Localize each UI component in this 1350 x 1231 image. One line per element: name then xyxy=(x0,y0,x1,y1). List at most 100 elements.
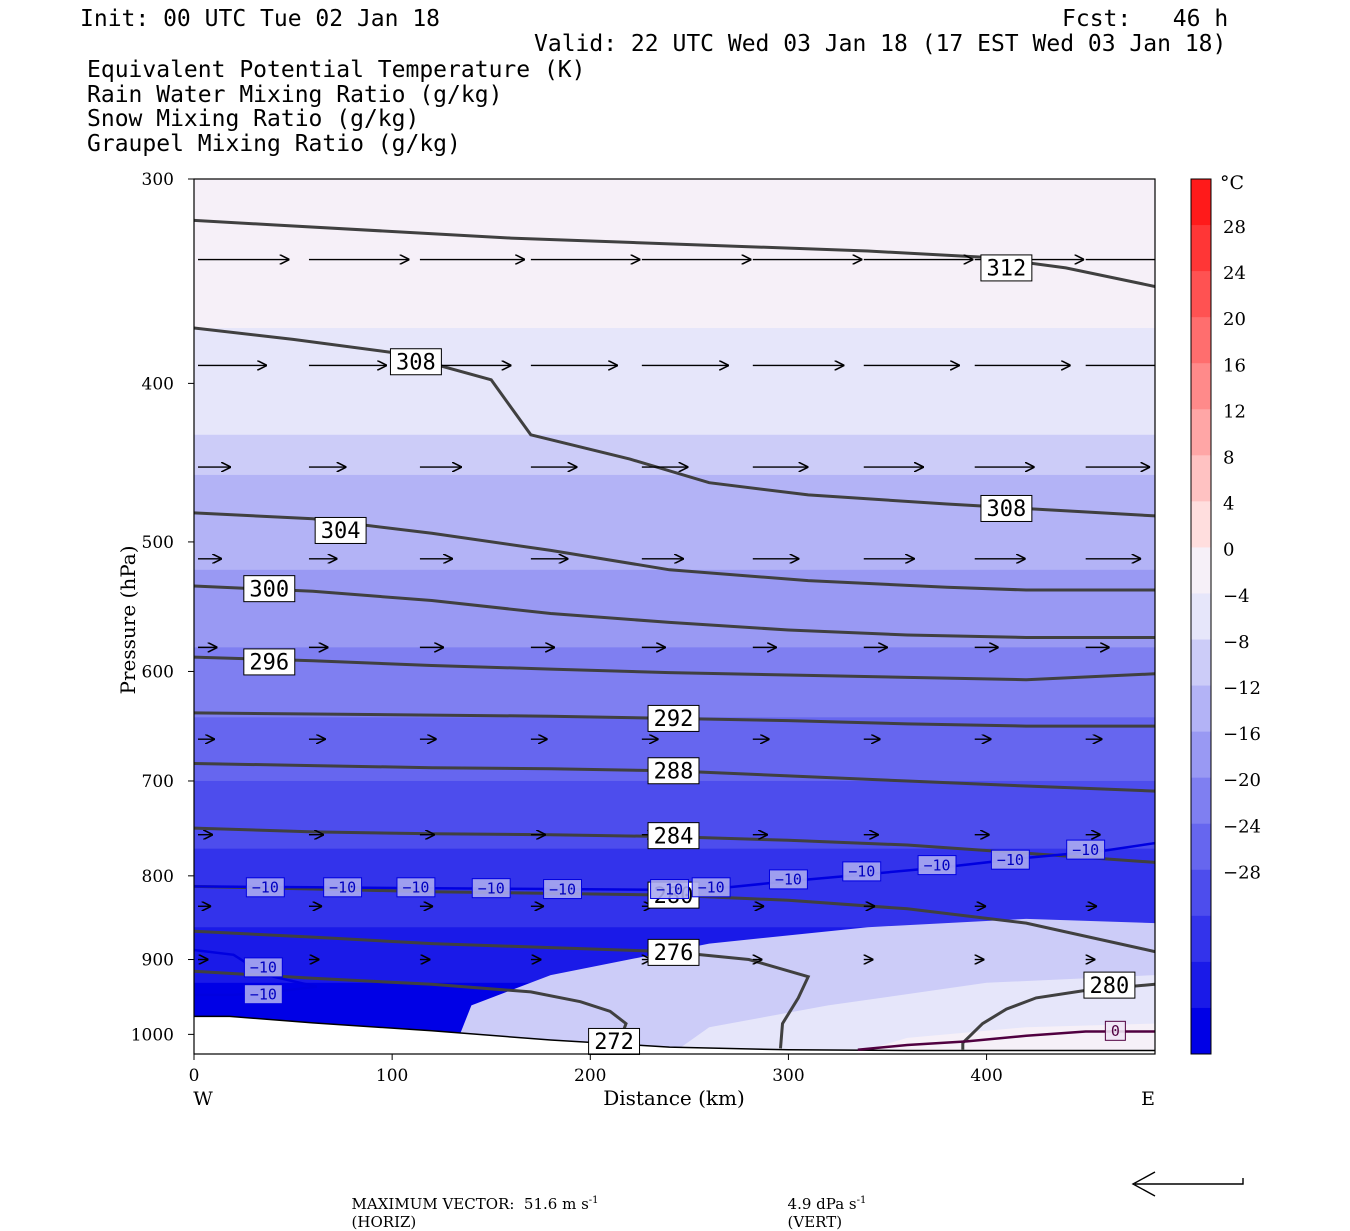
zero-contour xyxy=(857,1030,1155,1052)
x-axis: 0 100 200 300 400 xyxy=(189,1054,1003,1086)
theta-e-label-280-box xyxy=(1083,971,1136,999)
colorbar-swatch xyxy=(1191,225,1211,272)
y-tick-label: 1000 xyxy=(131,1025,174,1045)
minus10-label: −10 xyxy=(250,959,277,977)
minus10-label-box xyxy=(917,855,957,876)
shading-band xyxy=(194,179,1155,329)
max-vector-horiz: MAXIMUM VECTOR: 51.6 m s-1 (HORIZ) xyxy=(342,1177,599,1231)
theta-e-label-304-box xyxy=(314,516,367,544)
minus10-label-box xyxy=(471,878,511,899)
minus10-label: −10 xyxy=(549,880,576,898)
minus10-label: −10 xyxy=(478,879,505,897)
west-label: W xyxy=(193,1088,213,1110)
colorbar-swatch xyxy=(1191,271,1211,318)
theta-e-label-296-box xyxy=(243,648,296,676)
colorbar-label: 16 xyxy=(1223,355,1246,376)
theta-e-contour-276 xyxy=(194,929,811,1049)
colorbar-label: 12 xyxy=(1223,401,1246,422)
theta-e-label-300: 300 xyxy=(249,577,289,602)
x-tick-label: 100 xyxy=(376,1066,408,1086)
wind-vectors xyxy=(198,260,1155,960)
minus10-label: −10 xyxy=(402,879,429,897)
minus10-label: −10 xyxy=(997,851,1024,869)
theta-e-label-284: 284 xyxy=(654,824,694,849)
minus10-label: −10 xyxy=(698,879,725,897)
max-vector-vert: 4.9 dPa s-1 (VERT) xyxy=(778,1177,867,1231)
y-tick-label: 300 xyxy=(142,170,174,190)
minus10-label-box xyxy=(543,879,582,900)
theta-e-label-272: 272 xyxy=(594,1030,634,1055)
minus10-label: −10 xyxy=(329,879,356,897)
y-tick-label: 700 xyxy=(142,772,174,792)
colorbar-swatch xyxy=(1191,409,1211,456)
y-tick-label: 500 xyxy=(142,533,174,553)
colorbar-label: −20 xyxy=(1223,770,1261,791)
y-axis-label: Pressure (hPa) xyxy=(116,546,140,695)
theta-e-label-308-box xyxy=(389,348,442,376)
colorbar-swatch xyxy=(1191,363,1211,410)
minus10-label-box xyxy=(768,869,808,890)
theta-e-label-296: 296 xyxy=(249,651,289,676)
colorbar-swatch xyxy=(1191,685,1211,733)
colorbar-label: −12 xyxy=(1223,678,1261,699)
theta-e-label-308: 308 xyxy=(396,350,436,375)
reference-vector-arrow xyxy=(1131,1171,1244,1197)
colorbar-swatch xyxy=(1191,961,1211,1009)
colorbar-swatch xyxy=(1191,593,1211,641)
minus10-label-box xyxy=(691,877,731,898)
colorbar-label: 4 xyxy=(1223,494,1234,515)
colorbar-label: 20 xyxy=(1223,309,1246,330)
east-label: E xyxy=(1141,1088,1155,1110)
legend-rain: Rain Water Mixing Ratio (g/kg) xyxy=(87,82,503,108)
y-tick-label: 600 xyxy=(142,662,174,682)
theta-e-label-284-box xyxy=(647,822,700,850)
theta-e-label-292-box xyxy=(647,704,700,732)
max-vector-sup1: -1 xyxy=(588,1195,599,1206)
colorbar-label: −24 xyxy=(1223,816,1261,837)
theta-e-label-304: 304 xyxy=(321,519,361,544)
theta-e-label-300-box xyxy=(243,575,296,603)
legend-graupel: Graupel Mixing Ratio (g/kg) xyxy=(87,131,461,157)
minus10-label-box xyxy=(990,849,1030,870)
colorbar-label: −8 xyxy=(1223,632,1250,653)
plot-frame xyxy=(193,178,1156,1055)
colorbar-swatch xyxy=(1191,869,1211,917)
theta-e-label-272-box xyxy=(588,1027,641,1055)
temperature-shading xyxy=(194,179,1155,1054)
zero-label: 0 xyxy=(1111,1022,1120,1040)
theta-e-label-288-box xyxy=(647,757,700,785)
x-axis-label: Distance (km) xyxy=(603,1086,745,1110)
colorbar-unit: °C xyxy=(1220,172,1244,194)
minus10-label: −10 xyxy=(775,871,802,889)
theta-e-label-276: 276 xyxy=(654,941,694,966)
shading-band xyxy=(194,434,1155,476)
forecast-hour: Fcst: 46 h xyxy=(1062,6,1229,32)
colorbar-swatch xyxy=(1191,501,1211,548)
valid-time: Valid: 22 UTC Wed 03 Jan 18 (17 EST Wed … xyxy=(534,31,1227,57)
max-vector-horiz-label: (HORIZ) xyxy=(351,1213,417,1231)
zero-label-box xyxy=(1104,1020,1126,1041)
max-vector-text: MAXIMUM VECTOR: 51.6 m s xyxy=(351,1195,589,1213)
colorbar-label: 28 xyxy=(1223,217,1246,238)
theta-e-label-312-box xyxy=(980,254,1033,282)
colorbar-swatch xyxy=(1191,731,1211,779)
colorbar-label: −4 xyxy=(1223,586,1250,607)
shading-band xyxy=(194,327,1155,436)
minus10-label: −10 xyxy=(1072,841,1099,859)
theta-e-label-308-box xyxy=(980,494,1033,522)
colorbar-swatch xyxy=(1191,179,1211,226)
minus10-label-box xyxy=(243,984,283,1005)
colorbar-swatch xyxy=(1191,823,1211,871)
y-axis: 300 400 500 600 700 800 900 1000 xyxy=(131,170,194,1045)
minus10-label: −10 xyxy=(923,856,950,874)
colorbar-swatch xyxy=(1191,777,1211,825)
theta-e-label-292: 292 xyxy=(654,707,694,732)
x-tick-label: 200 xyxy=(574,1066,606,1086)
minus10-label-box xyxy=(1066,839,1106,860)
theta-e-contour-300 xyxy=(194,584,1155,639)
theta-e-contour-308 xyxy=(194,326,1155,518)
theta-e-label-308: 308 xyxy=(987,497,1027,522)
contour-labels: 312308308304300296292288284280276272280−… xyxy=(243,254,1136,1055)
minus10-label-box xyxy=(842,861,882,882)
colorbar-label: −16 xyxy=(1223,724,1261,745)
